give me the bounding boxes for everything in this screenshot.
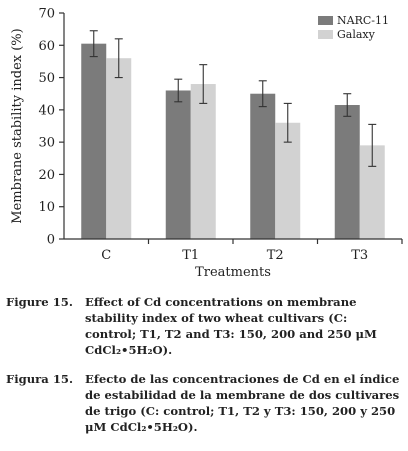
x-tick-label: C	[101, 248, 111, 263]
y-tick-label: 50	[38, 71, 55, 86]
legend-label: Galaxy	[337, 28, 376, 41]
caption-line: CdCl₂•5H₂O).	[85, 343, 173, 357]
y-axis-ticks: 0 10 20 30 40 50 60 70	[38, 7, 64, 248]
y-tick-label: 60	[38, 39, 55, 54]
bar-galaxy	[190, 84, 216, 240]
error-bars-group	[89, 30, 377, 167]
caption-label: Figura 15.	[6, 372, 73, 386]
x-tick-label: T1	[182, 248, 199, 263]
y-tick-label: 30	[38, 136, 55, 151]
bar-narc-11	[81, 43, 107, 239]
caption-line: Efecto de las concentraciones de Cd en e…	[85, 372, 400, 386]
figure-caption-english: Figure 15. Effect of Cd concentrations o…	[6, 294, 402, 358]
x-axis-title: Treatments	[195, 265, 271, 280]
y-tick-label: 10	[38, 200, 55, 215]
bar-narc-11	[165, 90, 191, 239]
bar-narc-11	[250, 93, 276, 239]
y-tick-label: 70	[38, 7, 55, 22]
x-axis-ticks: C T1 T2 T3	[101, 239, 403, 263]
caption-line: μM CdCl₂•5H₂O).	[85, 420, 198, 434]
bar-galaxy	[106, 58, 132, 240]
x-tick-label: T2	[267, 248, 284, 263]
y-axis-title: Membrane stability index (%)	[10, 28, 25, 223]
y-tick-label: 0	[47, 233, 55, 248]
y-tick-label: 20	[38, 168, 55, 183]
caption-line: control; T1, T2 and T3: 150, 200 and 250…	[85, 327, 377, 341]
y-tick-label: 40	[38, 103, 55, 118]
bars-group	[81, 43, 385, 240]
caption-line: stability index of two wheat cultivars (…	[85, 311, 348, 325]
legend-swatch	[318, 16, 333, 25]
bar-narc-11	[334, 105, 360, 239]
legend-label: NARC-11	[337, 14, 389, 27]
legend-swatch	[318, 30, 333, 39]
caption-line: de trigo (C: control; T1, T2 y T3: 150, …	[85, 404, 396, 418]
x-tick-label: T3	[351, 248, 368, 263]
caption-line: Effect of Cd concentrations on membrane	[85, 295, 357, 309]
figure-caption-spanish: Figura 15. Efecto de las concentraciones…	[6, 371, 402, 435]
caption-label: Figure 15.	[6, 295, 73, 309]
chart-area: 0 10 20 30 40 50 60 70 C T1 T2 T3 Membrane stabili…	[10, 7, 403, 280]
caption-line: de estabilidad de la membrane de dos cul…	[85, 388, 400, 402]
bar-chart: 0 10 20 30 40 50 60 70 C T1 T2 T3 Membrane stabili…	[10, 7, 403, 280]
